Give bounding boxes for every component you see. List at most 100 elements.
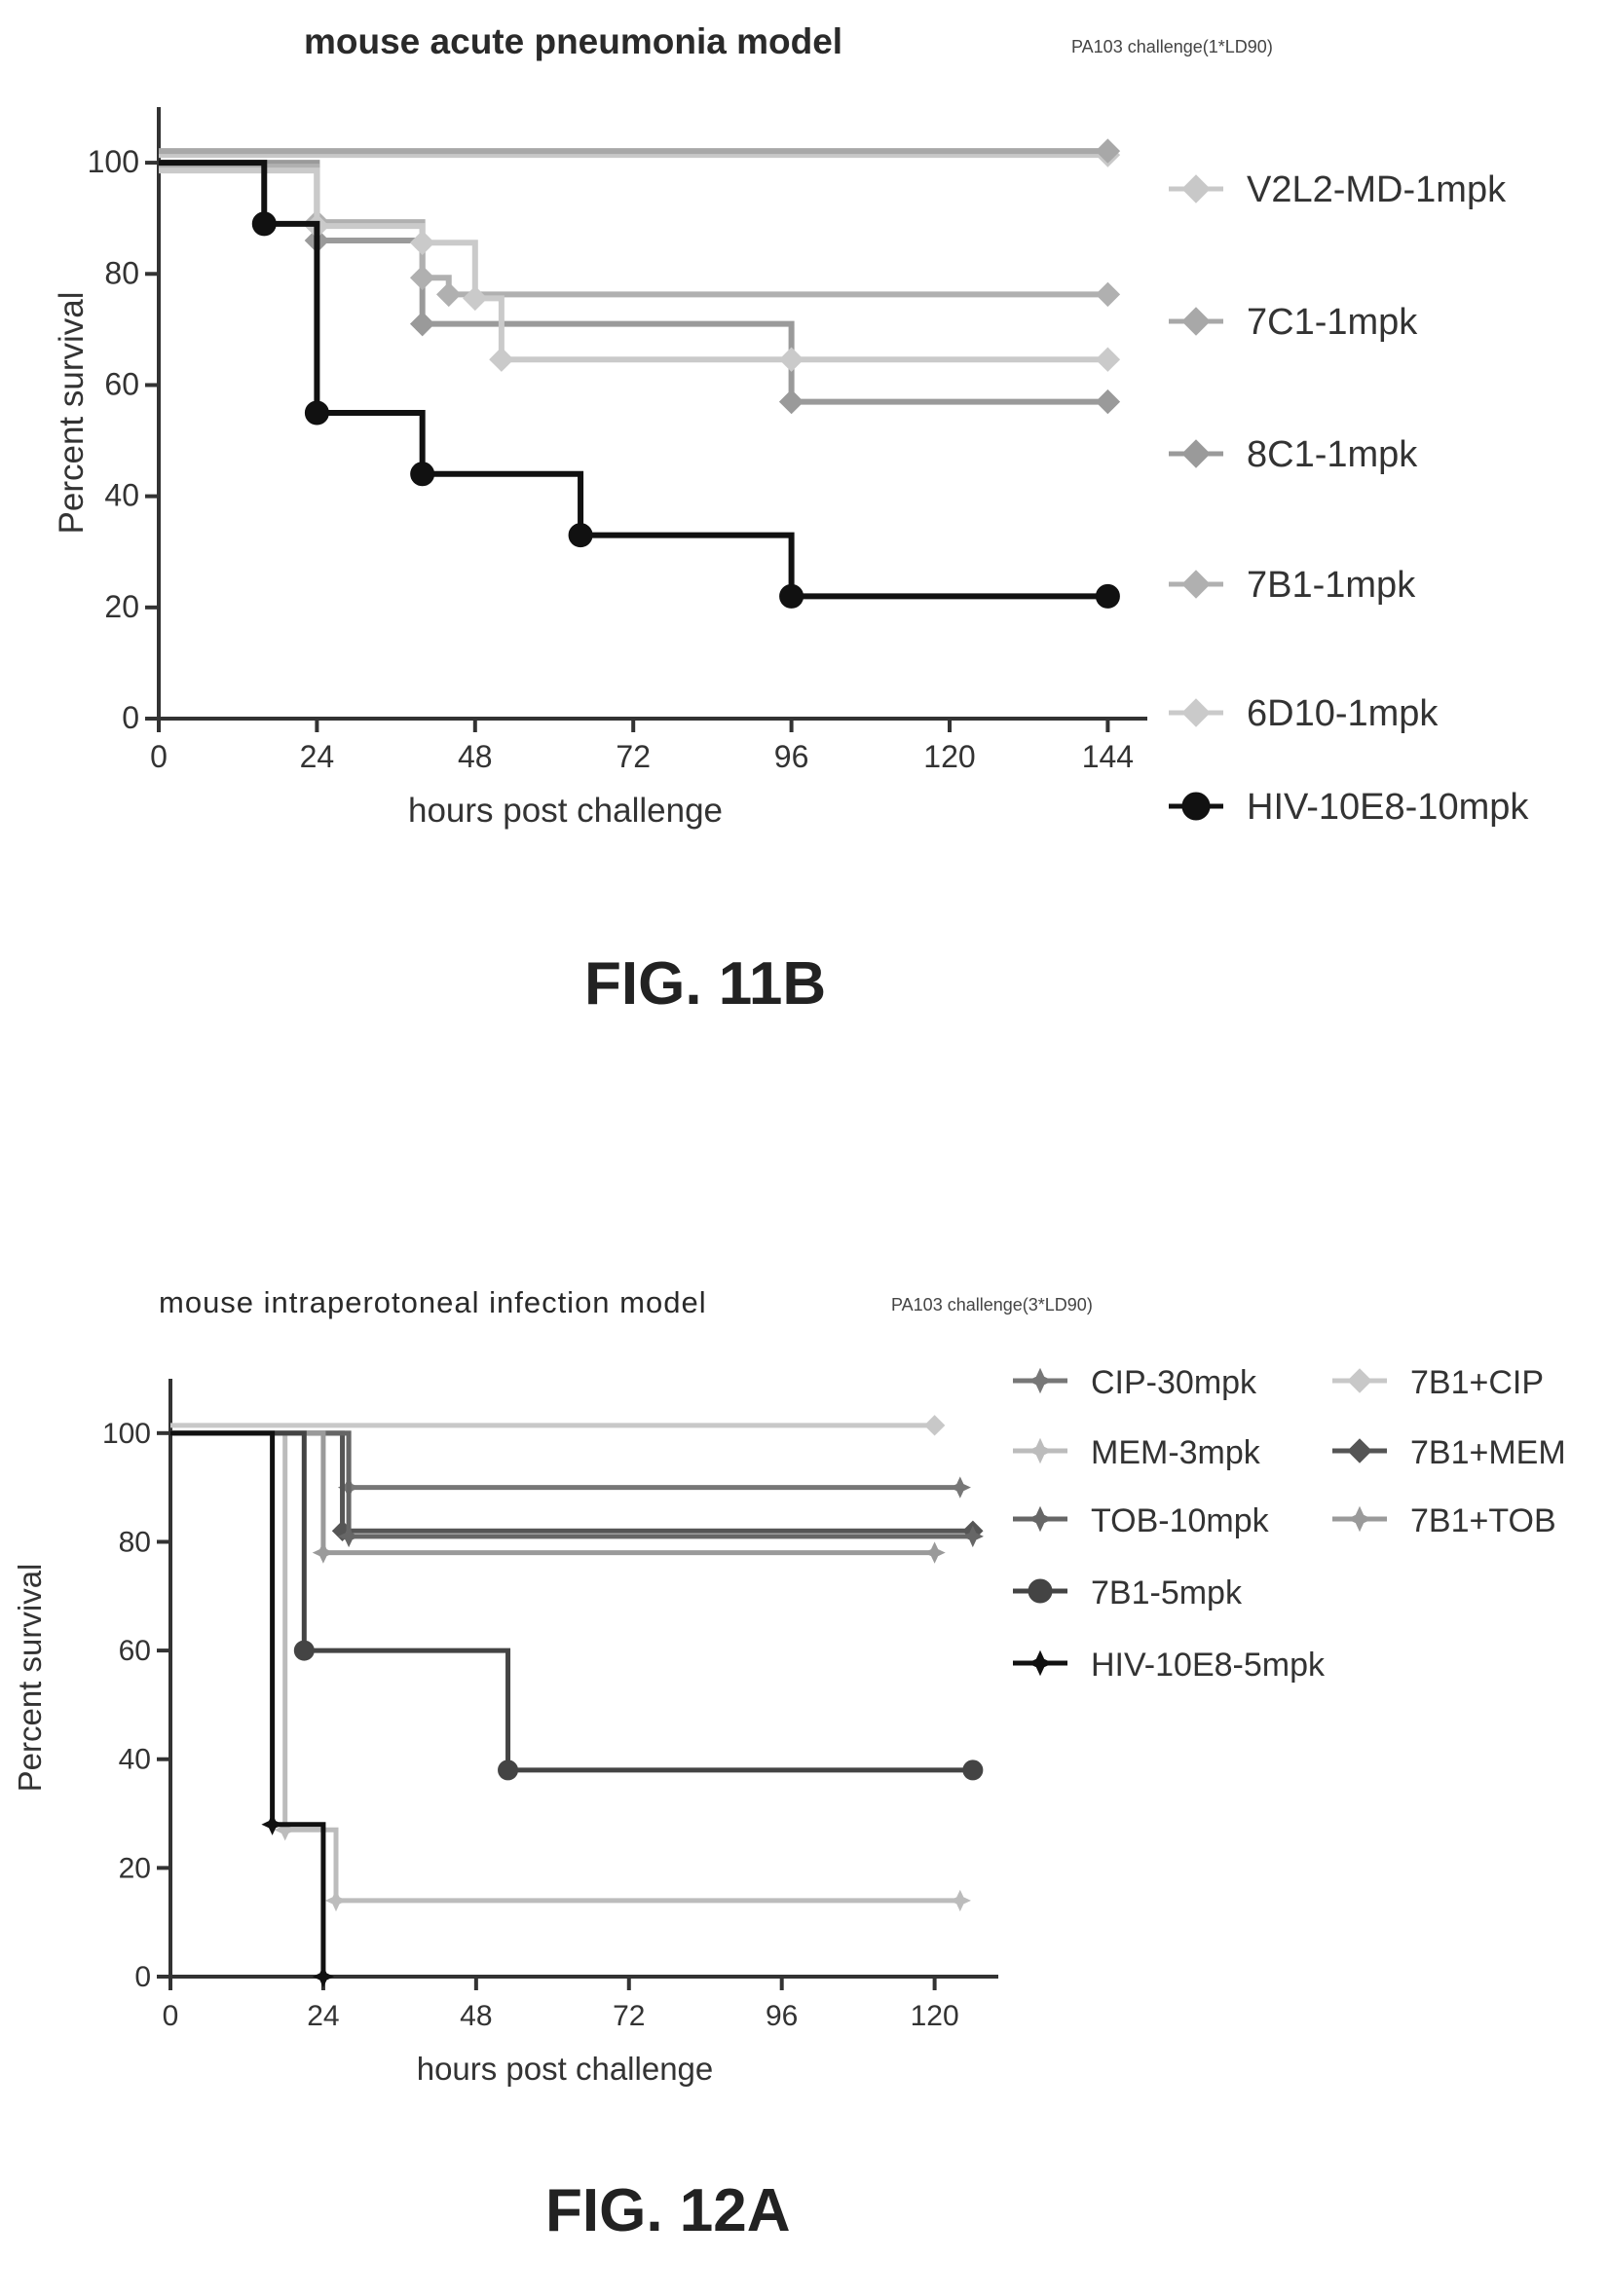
legend-label: 7B1-1mpk <box>1247 565 1416 606</box>
x-tick-label: 24 <box>300 739 335 774</box>
series-line-4 <box>170 1430 973 1534</box>
chart-title: mouse acute pneumonia model <box>304 21 843 61</box>
data-point <box>1095 583 1120 609</box>
x-axis-label: hours post challenge <box>408 792 723 830</box>
legend-marker <box>1027 1649 1054 1677</box>
legend-marker <box>1346 1505 1373 1533</box>
series-line-6 <box>159 160 1108 600</box>
data-point <box>949 1476 971 1499</box>
data-point <box>923 1415 946 1436</box>
legend-label: V2L2-MD-1mpk <box>1247 169 1507 210</box>
x-tick-label: 96 <box>774 739 809 774</box>
y-tick-label: 20 <box>104 589 139 624</box>
series-line-7 <box>170 1430 973 1773</box>
data-point <box>312 1965 335 1988</box>
y-axis-label: Percent survival <box>12 1564 48 1793</box>
x-tick-label: 48 <box>460 2000 492 2032</box>
series-line-8 <box>170 1430 326 1977</box>
y-tick-label: 0 <box>122 700 139 735</box>
data-point <box>949 1889 971 1912</box>
x-tick-label: 144 <box>1082 739 1134 774</box>
y-tick-label: 0 <box>134 1961 151 1993</box>
survival-chart-12a: 0 20 40 60 80 100 0 24 48 72 96 120 hours post chall… <box>12 1364 1566 2087</box>
y-tick-label: 40 <box>119 1744 151 1776</box>
data-point <box>251 211 277 237</box>
figure-12a: mouse intraperotoneal infection model PA… <box>0 1256 1608 2296</box>
x-tick-label: 0 <box>150 739 168 774</box>
survival-chart-11b: 0 20 40 60 80 100 0 24 48 72 96 120 144 hours post ch… <box>53 107 1529 830</box>
data-point <box>568 523 593 548</box>
y-tick-label: 20 <box>119 1852 151 1884</box>
y-axis-label: Percent survival <box>53 292 91 535</box>
legend-label: CIP-30mpk <box>1091 1364 1257 1401</box>
legend-marker <box>1347 1368 1372 1393</box>
legend-marker <box>1181 792 1211 821</box>
data-point <box>463 285 488 312</box>
data-point <box>312 1541 335 1564</box>
legend-marker <box>1028 1578 1053 1604</box>
data-point <box>324 1889 348 1912</box>
data-point <box>1095 138 1121 164</box>
data-point <box>409 311 435 337</box>
legend-label: 7B1+CIP <box>1410 1364 1544 1401</box>
data-point <box>779 583 804 609</box>
data-point <box>498 1759 519 1781</box>
x-tick-label: 120 <box>923 739 975 774</box>
legend-label: 7B1+TOB <box>1410 1502 1556 1539</box>
data-point <box>409 265 435 290</box>
x-tick-label: 24 <box>307 2000 339 2032</box>
y-tick-label: 80 <box>119 1526 151 1558</box>
x-tick-label: 72 <box>616 739 651 774</box>
data-point <box>1095 281 1121 308</box>
legend-marker <box>1181 307 1211 336</box>
data-point <box>409 230 435 256</box>
series-line-1 <box>170 1430 960 1491</box>
figure-label: FIG. 12A <box>545 2177 791 2244</box>
chart-title: mouse intraperotoneal infection model <box>159 1285 707 1319</box>
series-line-5 <box>170 1430 973 1539</box>
chart-subtitle: PA103 challenge(1*LD90) <box>1071 37 1273 56</box>
figure-11b: mouse acute pneumonia model PA103 challe… <box>0 0 1608 1129</box>
figure-label: FIG. 11B <box>584 950 827 1018</box>
legend-marker <box>1027 1505 1054 1533</box>
legend-label: MEM-3mpk <box>1091 1434 1261 1471</box>
data-point <box>304 400 329 426</box>
legend-marker <box>1347 1438 1372 1463</box>
legend-label: 7B1-5mpk <box>1091 1574 1243 1611</box>
data-point <box>778 347 804 372</box>
x-tick-label: 96 <box>766 2000 798 2032</box>
x-tick-label: 48 <box>458 739 493 774</box>
legend-label: TOB-10mpk <box>1091 1502 1270 1539</box>
y-tick-label: 80 <box>104 255 139 290</box>
legend-label: HIV-10E8-10mpk <box>1247 787 1529 828</box>
y-tick-label: 40 <box>104 478 139 513</box>
data-point <box>778 389 804 415</box>
legend-marker <box>1181 570 1211 599</box>
data-point <box>1095 347 1121 372</box>
legend-marker <box>1027 1437 1054 1464</box>
series-line-5 <box>159 167 1108 363</box>
data-point <box>961 1525 984 1548</box>
data-point <box>337 1525 360 1548</box>
legend-marker <box>1181 439 1211 468</box>
legend-marker <box>1181 698 1211 727</box>
x-tick-label: 0 <box>163 2000 179 2032</box>
legend-label: 7B1+MEM <box>1410 1434 1566 1471</box>
legend-label: 8C1-1mpk <box>1247 434 1418 475</box>
data-point <box>923 1541 946 1564</box>
series-line-3 <box>159 160 1108 405</box>
y-tick-label: 100 <box>102 1418 151 1450</box>
y-tick-label: 60 <box>119 1635 151 1667</box>
chart-subtitle: PA103 challenge(3*LD90) <box>891 1295 1093 1315</box>
data-point <box>293 1640 315 1661</box>
data-point <box>436 281 462 308</box>
x-tick-label: 120 <box>911 2000 959 2032</box>
data-point <box>261 1813 283 1835</box>
data-point <box>489 347 514 372</box>
data-point <box>410 462 435 487</box>
legend-marker <box>1027 1367 1054 1394</box>
series-line-4 <box>159 164 1108 298</box>
y-tick-label: 100 <box>88 144 139 179</box>
data-point <box>1095 389 1121 415</box>
data-point <box>962 1759 984 1781</box>
